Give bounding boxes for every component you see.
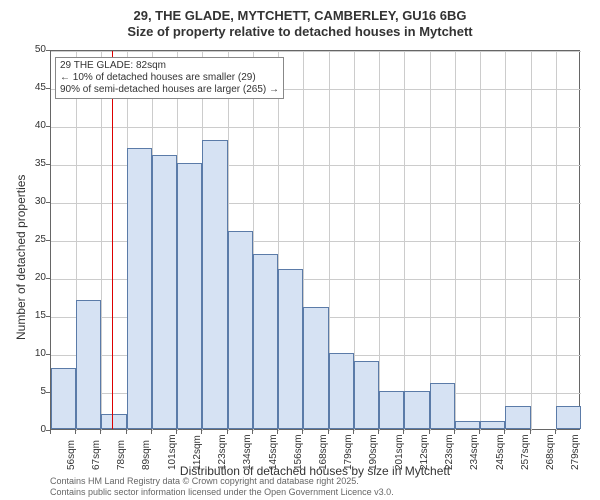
y-tick-label: 0 [24,424,46,435]
x-tick [378,430,379,434]
histogram-bar [51,368,76,429]
grid-line-h [51,51,581,52]
histogram-bar [253,254,278,429]
x-tick [454,430,455,434]
x-tick [126,430,127,434]
x-tick [176,430,177,434]
histogram-bar [379,391,404,429]
x-tick [201,430,202,434]
histogram-bar [152,155,177,429]
x-tick [252,430,253,434]
x-tick [328,430,329,434]
grid-line-v [455,51,456,431]
histogram-bar [505,406,530,429]
histogram-bar [430,383,455,429]
y-tick-label: 20 [24,272,46,283]
annotation-box: 29 THE GLADE: 82sqm← 10% of detached hou… [55,57,284,99]
footer-attribution: Contains HM Land Registry data © Crown c… [50,476,394,498]
histogram-bar [556,406,581,429]
y-tick [46,126,50,127]
x-tick [100,430,101,434]
histogram-bar [480,421,505,429]
y-tick-label: 45 [24,82,46,93]
x-tick [555,430,556,434]
grid-line-h [51,127,581,128]
y-tick-label: 10 [24,348,46,359]
y-tick [46,354,50,355]
plot-area: 29 THE GLADE: 82sqm← 10% of detached hou… [50,50,580,430]
grid-line-v [430,51,431,431]
y-tick [46,164,50,165]
histogram-bar [404,391,429,429]
grid-line-v [480,51,481,431]
grid-line-v [531,51,532,431]
histogram-bar [329,353,354,429]
y-tick-label: 35 [24,158,46,169]
y-tick [46,392,50,393]
grid-line-v [404,51,405,431]
annotation-line2: ← 10% of detached houses are smaller (29… [60,72,279,84]
histogram-bar [228,231,253,429]
grid-line-v [505,51,506,431]
histogram-bar [455,421,480,429]
x-tick [530,430,531,434]
histogram-bar [177,163,202,429]
histogram-bar [202,140,227,429]
annotation-line1: 29 THE GLADE: 82sqm [60,60,279,72]
x-tick [50,430,51,434]
x-tick [429,430,430,434]
chart-title-1: 29, THE GLADE, MYTCHETT, CAMBERLEY, GU16… [0,8,600,23]
y-tick-label: 50 [24,44,46,55]
y-tick [46,278,50,279]
chart-title-2: Size of property relative to detached ho… [0,24,600,39]
y-tick [46,240,50,241]
y-tick [46,202,50,203]
annotation-line3: 90% of semi-detached houses are larger (… [60,84,279,96]
y-tick [46,88,50,89]
y-tick-label: 5 [24,386,46,397]
x-tick [151,430,152,434]
x-tick [302,430,303,434]
y-tick-label: 40 [24,120,46,131]
x-tick [277,430,278,434]
x-tick [227,430,228,434]
histogram-chart: 29, THE GLADE, MYTCHETT, CAMBERLEY, GU16… [0,0,600,500]
y-tick [46,50,50,51]
histogram-bar [127,148,152,429]
x-tick [353,430,354,434]
y-tick-label: 15 [24,310,46,321]
footer-line1: Contains HM Land Registry data © Crown c… [50,476,394,487]
histogram-bar [278,269,303,429]
y-tick [46,316,50,317]
grid-line-v [379,51,380,431]
x-tick [504,430,505,434]
footer-line2: Contains public sector information licen… [50,487,394,498]
x-tick [403,430,404,434]
grid-line-v [101,51,102,431]
histogram-bar [354,361,379,429]
histogram-bar [101,414,126,429]
grid-line-v [556,51,557,431]
histogram-bar [76,300,101,429]
y-tick-label: 25 [24,234,46,245]
y-tick-label: 30 [24,196,46,207]
histogram-bar [303,307,328,429]
x-tick [75,430,76,434]
reference-line [112,51,113,429]
x-tick [479,430,480,434]
